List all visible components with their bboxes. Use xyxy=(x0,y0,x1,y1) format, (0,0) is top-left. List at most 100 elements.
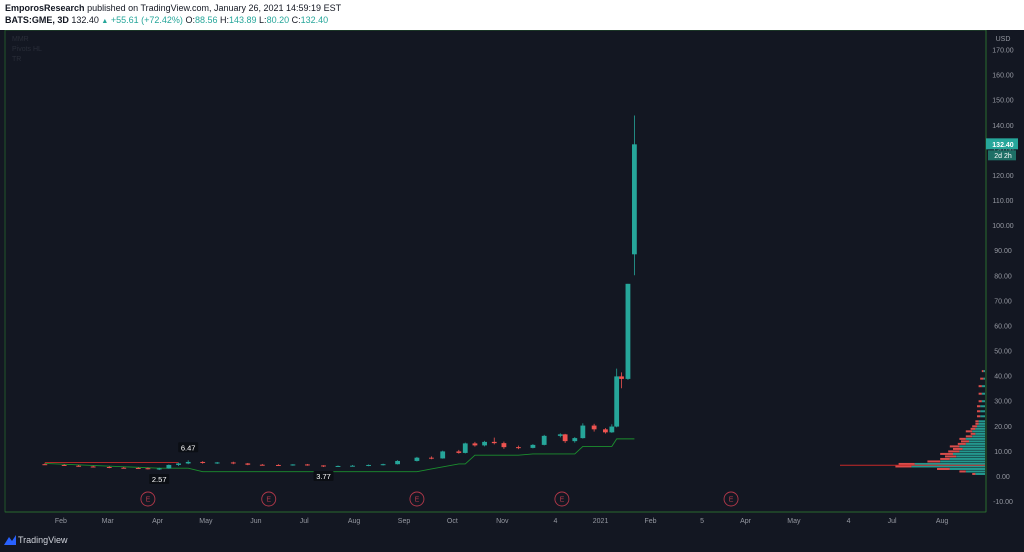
countdown-badge xyxy=(988,150,1016,161)
open-label: O: xyxy=(185,15,195,25)
y-tick-label: 10.00 xyxy=(994,449,1012,456)
volume-profile-bar xyxy=(975,422,979,425)
x-tick-label: Feb xyxy=(644,518,656,525)
earnings-marker xyxy=(723,491,739,507)
candle-body xyxy=(395,460,401,465)
candle-body xyxy=(121,467,127,469)
volume-profile-bar xyxy=(962,447,985,450)
volume-profile-bar xyxy=(940,457,950,460)
pivot-label-bg xyxy=(313,471,334,482)
earnings-marker xyxy=(554,491,570,507)
volume-profile-bar xyxy=(978,420,985,423)
volume-profile-bar xyxy=(949,467,985,470)
candle-body xyxy=(472,443,478,446)
volume-profile-bar xyxy=(940,460,985,463)
x-tick-label: May xyxy=(199,518,213,525)
candle-body xyxy=(530,444,536,448)
price-chart[interactable]: USD -10.00 0.00 10.00 20.00 30.00 40.00 50.00 60… xyxy=(0,29,1024,528)
volume-profile-bar xyxy=(956,455,985,458)
candle-body xyxy=(619,376,624,379)
pivot-label: 6.47 xyxy=(181,443,196,452)
candle-body xyxy=(176,463,181,465)
volume-profile-bar xyxy=(977,415,981,418)
x-tick-label: 2021 xyxy=(593,518,609,525)
candle-body xyxy=(366,464,372,466)
candle-body xyxy=(609,426,615,433)
y-tick-label: 0.00 xyxy=(996,474,1010,481)
candle-body xyxy=(491,441,497,444)
volume-profile-bar xyxy=(953,447,963,450)
volume-profile-bar xyxy=(975,427,985,430)
publish-info: EmporosResearch published on TradingView… xyxy=(5,3,341,13)
volume-profile-bar xyxy=(940,452,953,455)
volume-profile-bar xyxy=(978,400,982,403)
earnings-label: E xyxy=(729,497,734,504)
volume-profile-bar xyxy=(914,462,985,465)
candle-body xyxy=(591,425,597,430)
volume-profile-bar xyxy=(965,442,985,445)
earnings-marker xyxy=(409,491,425,507)
volume-profile-bar xyxy=(981,370,984,373)
open-value: 88.56 xyxy=(194,15,218,25)
volume-profile-bar xyxy=(961,440,969,443)
volume-profile-bar xyxy=(975,420,979,423)
footer-bar xyxy=(0,528,1024,552)
candle-body xyxy=(380,464,386,466)
volume-profile-bar xyxy=(983,377,985,380)
volume-profile-bar xyxy=(972,430,985,433)
candle-body xyxy=(482,441,487,446)
y-tick-label: 70.00 xyxy=(994,298,1012,305)
candle-body xyxy=(541,435,547,445)
x-tick-label: 4 xyxy=(554,518,558,525)
candle-body xyxy=(429,457,434,459)
arrow-up-icon: ▲ xyxy=(101,18,109,25)
candle-body xyxy=(42,464,48,466)
pivot-label: 2.57 xyxy=(152,475,167,484)
volume-profile-bar xyxy=(981,392,985,395)
x-tick-label: 5 xyxy=(700,518,704,525)
y-tick-label: 170.00 xyxy=(992,48,1014,55)
y-tick-label: 120.00 xyxy=(992,173,1014,180)
candle-body xyxy=(602,429,608,433)
y-tick-label: 90.00 xyxy=(994,248,1012,255)
author-name[interactable]: EmporosResearch xyxy=(5,3,85,13)
candle-body xyxy=(414,457,420,461)
chart-area[interactable]: USD -10.00 0.00 10.00 20.00 30.00 40.00 50.00 60… xyxy=(0,29,1024,528)
candle-body xyxy=(562,434,568,442)
legend-item[interactable]: MMR xyxy=(12,36,29,43)
volume-profile-bar xyxy=(981,385,985,388)
candle-body xyxy=(275,464,281,466)
y-tick-label: -10.00 xyxy=(993,499,1013,506)
indicator-legend: MMR Pivots HL TR xyxy=(12,35,42,65)
legend-item[interactable]: TR xyxy=(12,56,22,63)
symbol-label: BATS:GME, 3D xyxy=(5,15,69,25)
close-label: C: xyxy=(291,15,301,25)
tradingview-logo-icon[interactable] xyxy=(4,535,16,545)
candle-body xyxy=(462,443,468,453)
volume-profile-bar xyxy=(972,472,976,475)
x-tick-label: Jun xyxy=(250,518,261,525)
earnings-label: E xyxy=(266,497,271,504)
candle-body xyxy=(516,447,521,449)
x-tick-label: Jul xyxy=(888,518,897,525)
tradingview-brand[interactable]: TradingView xyxy=(18,535,68,545)
last-price: 132.40 xyxy=(71,15,99,25)
last-price-label: 132.40 xyxy=(992,142,1014,149)
volume-profile-bar xyxy=(983,370,985,373)
volume-profile-bar xyxy=(980,410,985,413)
candle-body xyxy=(259,464,265,466)
y-tick-label: 160.00 xyxy=(992,73,1014,80)
price-change: +55.61 (+72.42%) xyxy=(110,15,183,25)
pivot-label-bg xyxy=(149,474,170,485)
volume-profile-bar xyxy=(975,432,985,435)
volume-profile-bar xyxy=(970,427,976,430)
candle-body xyxy=(501,443,507,448)
volume-profile-bar xyxy=(980,415,985,418)
legend-item[interactable]: Pivots HL xyxy=(12,46,42,53)
countdown-label: 2d 2h xyxy=(994,153,1012,160)
volume-profile-bar xyxy=(978,392,982,395)
high-label: H: xyxy=(220,15,229,25)
earnings-marker xyxy=(140,491,156,507)
x-tick-label: Aug xyxy=(936,518,949,525)
pivot-label: 3.77 xyxy=(316,472,331,481)
